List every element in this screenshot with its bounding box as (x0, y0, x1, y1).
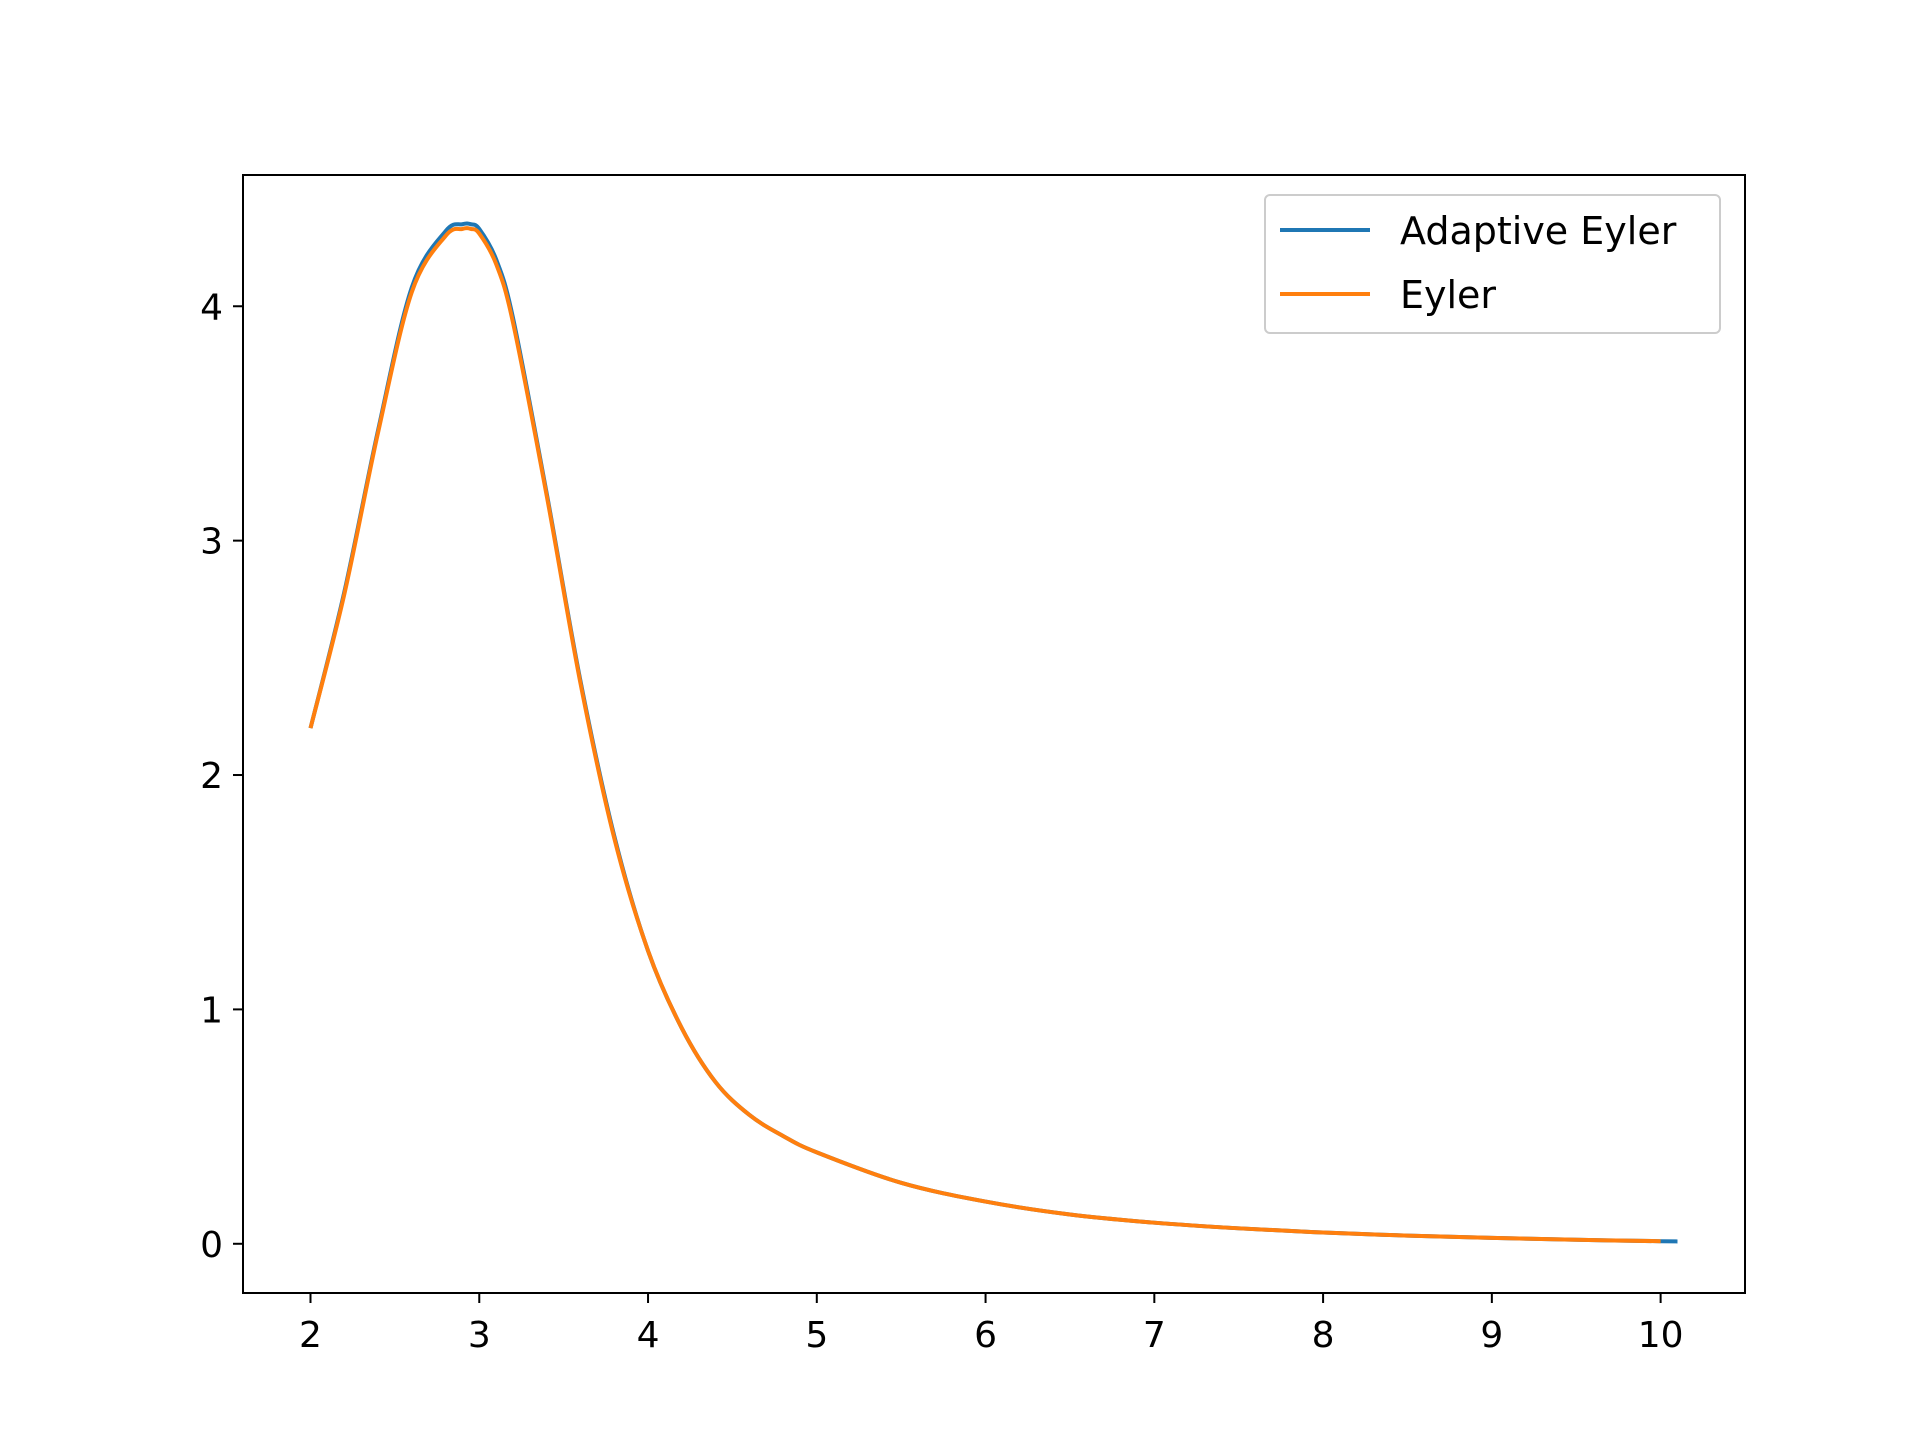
legend: Adaptive Eyler Eyler (1264, 194, 1721, 334)
y-tick-label: 4 (200, 287, 223, 328)
x-tick-label: 2 (299, 1315, 322, 1356)
x-axis: 2 3 4 5 6 7 8 9 10 (299, 1293, 1684, 1356)
y-tick-label: 1 (200, 990, 223, 1031)
y-axis: 0 1 2 3 4 (200, 287, 243, 1266)
x-tick-label: 3 (468, 1315, 491, 1356)
series-line-eyler (308, 226, 1661, 1244)
x-tick-label: 7 (1143, 1315, 1166, 1356)
x-tick-label: 9 (1480, 1315, 1503, 1356)
legend-label-adaptive-eyler: Adaptive Eyler (1400, 209, 1677, 253)
y-tick-label: 2 (200, 756, 223, 797)
series-layer (308, 221, 1678, 1244)
x-tick-label: 4 (637, 1315, 660, 1356)
x-tick-label: 5 (805, 1315, 828, 1356)
legend-label-eyler: Eyler (1400, 273, 1496, 317)
y-tick-label: 0 (200, 1225, 223, 1266)
x-tick-label: 8 (1312, 1315, 1335, 1356)
x-tick-label: 10 (1638, 1315, 1684, 1356)
x-tick-label: 6 (974, 1315, 997, 1356)
axes-frame (242, 174, 1746, 1294)
legend-box (1264, 194, 1721, 334)
y-tick-label: 3 (200, 522, 223, 563)
